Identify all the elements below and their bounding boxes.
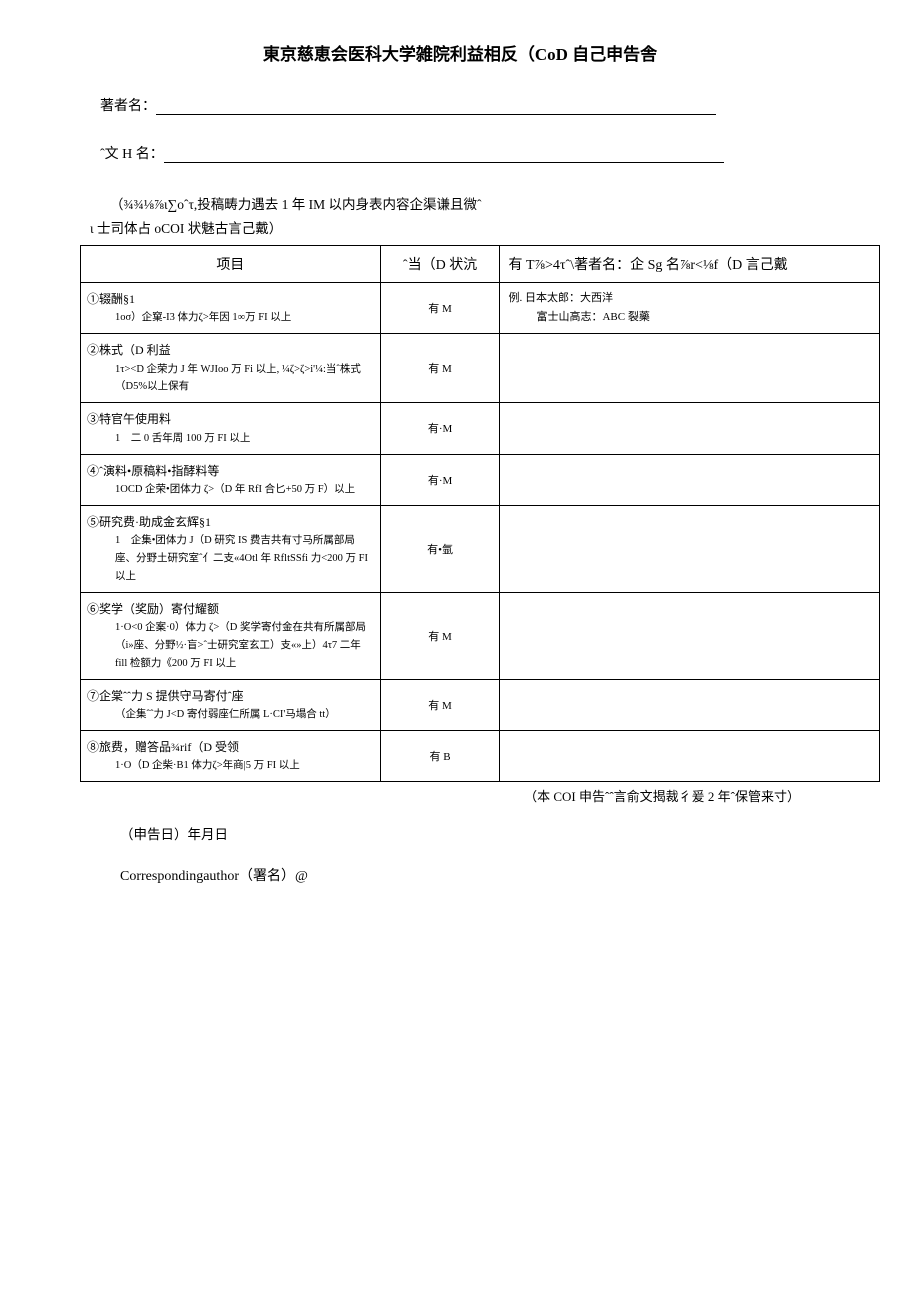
status-cell: 有 M	[380, 679, 500, 730]
status-cell: 有 M	[380, 334, 500, 403]
detail-cell	[500, 403, 880, 454]
item-cell: ③特官午使用料1 二 0 舌年周 100 万 FI 以上	[81, 403, 381, 454]
status-cell: 有·M	[380, 403, 500, 454]
paper-field: ˆ文 H 名：	[100, 143, 860, 163]
item-head: ⑥奖学（奖励）寄付耀额	[87, 599, 372, 619]
item-head: ①辍酬§1	[87, 289, 372, 309]
author-underline	[156, 114, 716, 115]
table-row: ⑥奖学（奖励）寄付耀额1·O<0 企案·0）体力 ζ>（D 奖学寄付金在共有所属…	[81, 592, 880, 679]
detail-sub: 富士山高志：ABC 裂藥	[508, 308, 871, 327]
item-cell: ②株式（D 利益1τ><D 企荣力 J 年 WJIoo 万 Fi 以上, ¼ζ>…	[81, 334, 381, 403]
item-sub: 1 企集•团体力 J（D 研究 IS 费吉共有寸马所属部局座、分野土研究室ˆ亻二…	[87, 532, 372, 586]
author-field: 著者名：	[100, 95, 860, 115]
item-sub: 1OCD 企荣•团体力 ζ>（D 年 RfI 合匕+50 万 F）以上	[87, 481, 372, 499]
table-row: ⑧旅费，赠答品¾rif（D 受领1·O（D 企柴·B1 体力ζ>年商|5 万 F…	[81, 730, 880, 781]
coi-table: 项目 ˆ当（D 状沆 有 T⅞>4τˆ\著者名：企 Sg 名⅞r<⅛f（D 言己…	[80, 245, 880, 782]
item-cell: ⑤研究费·助成金玄辉§11 企集•团体力 J（D 研究 IS 费吉共有寸马所属部…	[81, 505, 381, 592]
item-cell: ①辍酬§11oσ）企窠-I3 体力ζ>年因 1∞万 FI 以上	[81, 283, 381, 334]
item-cell: ⑧旅费，赠答品¾rif（D 受领1·O（D 企柴·B1 体力ζ>年商|5 万 F…	[81, 730, 381, 781]
table-row: ⑤研究费·助成金玄辉§11 企集•团体力 J（D 研究 IS 费吉共有寸马所属部…	[81, 505, 880, 592]
detail-cell	[500, 730, 880, 781]
header-col3: 有 T⅞>4τˆ\著者名：企 Sg 名⅞r<⅛f（D 言己戴	[500, 246, 880, 283]
detail-cell	[500, 334, 880, 403]
header-col2: ˆ当（D 状沆	[380, 246, 500, 283]
item-sub: 1·O<0 企案·0）体力 ζ>（D 奖学寄付金在共有所属部局（i»座、分野½·…	[87, 619, 372, 673]
table-row: ⑦企棠ˆˆ力 S 提供守马寄付ˆ座（企集ˆˆ力 J<D 寄付弱座仁所属 L·CI…	[81, 679, 880, 730]
detail-cell: 例. 日本太郎：大西洋富士山高志：ABC 裂藥	[500, 283, 880, 334]
status-cell: 有•氩	[380, 505, 500, 592]
item-head: ⑤研究费·助成金玄辉§1	[87, 512, 372, 532]
detail-head: 例. 日本太郎：大西洋	[508, 289, 871, 308]
paper-label: ˆ文 H 名：	[100, 147, 164, 162]
header-col1: 项目	[81, 246, 381, 283]
signature-line: Correspondingauthor（署名）@	[120, 865, 860, 885]
detail-cell	[500, 592, 880, 679]
document-title: 東京慈恵会医科大学雑院利益相反（CoD 自己申告舎	[60, 40, 860, 65]
intro-line-1: （¾¾⅛⅞ι∑oˆτ,投稿畴力遇去 1 年 IM 以内身表内容企渠谦且微ˆ	[110, 193, 860, 213]
detail-cell	[500, 505, 880, 592]
detail-cell	[500, 679, 880, 730]
table-row: ④ˆ演料•原稿料•指酵料等1OCD 企荣•团体力 ζ>（D 年 RfI 合匕+5…	[81, 454, 880, 505]
table-row: ②株式（D 利益1τ><D 企荣力 J 年 WJIoo 万 Fi 以上, ¼ζ>…	[81, 334, 880, 403]
footnote: （本 COI 申告ˆˆ言俞文揭裁彳爰 2 年ˆ保管来寸）	[60, 786, 800, 805]
item-cell: ⑥奖学（奖励）寄付耀额1·O<0 企案·0）体力 ζ>（D 奖学寄付金在共有所属…	[81, 592, 381, 679]
item-cell: ⑦企棠ˆˆ力 S 提供守马寄付ˆ座（企集ˆˆ力 J<D 寄付弱座仁所属 L·CI…	[81, 679, 381, 730]
status-cell: 有 B	[380, 730, 500, 781]
item-head: ②株式（D 利益	[87, 340, 372, 360]
paper-underline	[164, 162, 724, 163]
detail-cell	[500, 454, 880, 505]
item-sub: 1τ><D 企荣力 J 年 WJIoo 万 Fi 以上, ¼ζ>ζ>i'¼:当ˆ…	[87, 361, 372, 397]
author-label: 著者名：	[100, 99, 156, 114]
table-row: ③特官午使用料1 二 0 舌年周 100 万 FI 以上有·M	[81, 403, 880, 454]
intro-line-2: ι 士司体占 oCOI 状魅古言己戴）	[90, 217, 860, 237]
status-cell: 有 M	[380, 283, 500, 334]
item-sub: 1·O（D 企柴·B1 体力ζ>年商|5 万 FI 以上	[87, 757, 372, 775]
item-head: ③特官午使用料	[87, 409, 372, 429]
date-line: （申告日）年月日	[120, 823, 860, 843]
table-row: ①辍酬§11oσ）企窠-I3 体力ζ>年因 1∞万 FI 以上有 M例. 日本太…	[81, 283, 880, 334]
item-sub: 1 二 0 舌年周 100 万 FI 以上	[87, 430, 372, 448]
item-head: ⑦企棠ˆˆ力 S 提供守马寄付ˆ座	[87, 686, 372, 706]
item-sub: （企集ˆˆ力 J<D 寄付弱座仁所属 L·CI'马塌合 tt）	[87, 706, 372, 724]
item-sub: 1oσ）企窠-I3 体力ζ>年因 1∞万 FI 以上	[87, 309, 372, 327]
status-cell: 有 M	[380, 592, 500, 679]
item-head: ⑧旅费，赠答品¾rif（D 受领	[87, 737, 372, 757]
item-cell: ④ˆ演料•原稿料•指酵料等1OCD 企荣•团体力 ζ>（D 年 RfI 合匕+5…	[81, 454, 381, 505]
item-head: ④ˆ演料•原稿料•指酵料等	[87, 461, 372, 481]
table-header-row: 项目 ˆ当（D 状沆 有 T⅞>4τˆ\著者名：企 Sg 名⅞r<⅛f（D 言己…	[81, 246, 880, 283]
status-cell: 有·M	[380, 454, 500, 505]
